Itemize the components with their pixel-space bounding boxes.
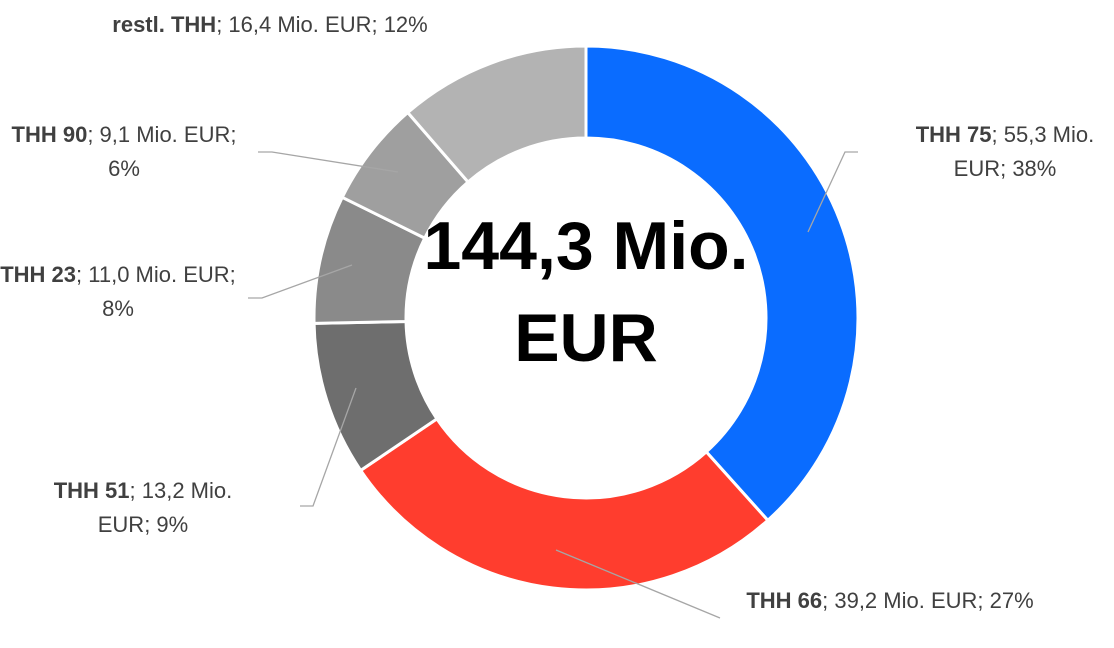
label-value: ; 13,2 Mio. EUR; 9%: [97, 478, 233, 537]
data-label: THH 90; 9,1 Mio. EUR; 6%: [6, 118, 242, 186]
leader-line: [248, 264, 353, 299]
data-label: restl. THH; 16,4 Mio. EUR; 12%: [40, 8, 500, 42]
donut-segment: [358, 416, 770, 592]
label-value: ; 9,1 Mio. EUR; 6%: [87, 122, 237, 181]
data-label: THH 51; 13,2 Mio. EUR; 9%: [25, 474, 261, 542]
label-category: THH 51: [53, 478, 130, 503]
label-value: ; 39,2 Mio. EUR; 27%: [822, 588, 1034, 613]
label-category: THH 75: [915, 122, 992, 147]
leader-line: [258, 151, 399, 173]
data-label: THH 23; 11,0 Mio. EUR; 8%: [0, 258, 236, 326]
donut-segment: [584, 44, 860, 523]
label-category: THH 66: [746, 588, 823, 613]
label-value: ; 16,4 Mio. EUR; 12%: [216, 12, 428, 37]
center-label: 144,3 Mio. EUR: [423, 208, 749, 376]
data-label: THH 66; 39,2 Mio. EUR; 27%: [735, 584, 1045, 618]
data-label: THH 75; 55,3 Mio. EUR; 38%: [890, 118, 1114, 186]
label-category: THH 90: [11, 122, 88, 147]
label-category: restl. THH: [112, 12, 217, 37]
label-value: ; 11,0 Mio. EUR; 8%: [76, 262, 236, 321]
label-value: ; 55,3 Mio. EUR; 38%: [953, 122, 1095, 181]
leader-line: [300, 387, 357, 507]
label-category: THH 23: [0, 262, 77, 287]
donut-segment: [405, 44, 588, 185]
leader-line: [807, 151, 858, 233]
leader-line: [555, 549, 721, 619]
